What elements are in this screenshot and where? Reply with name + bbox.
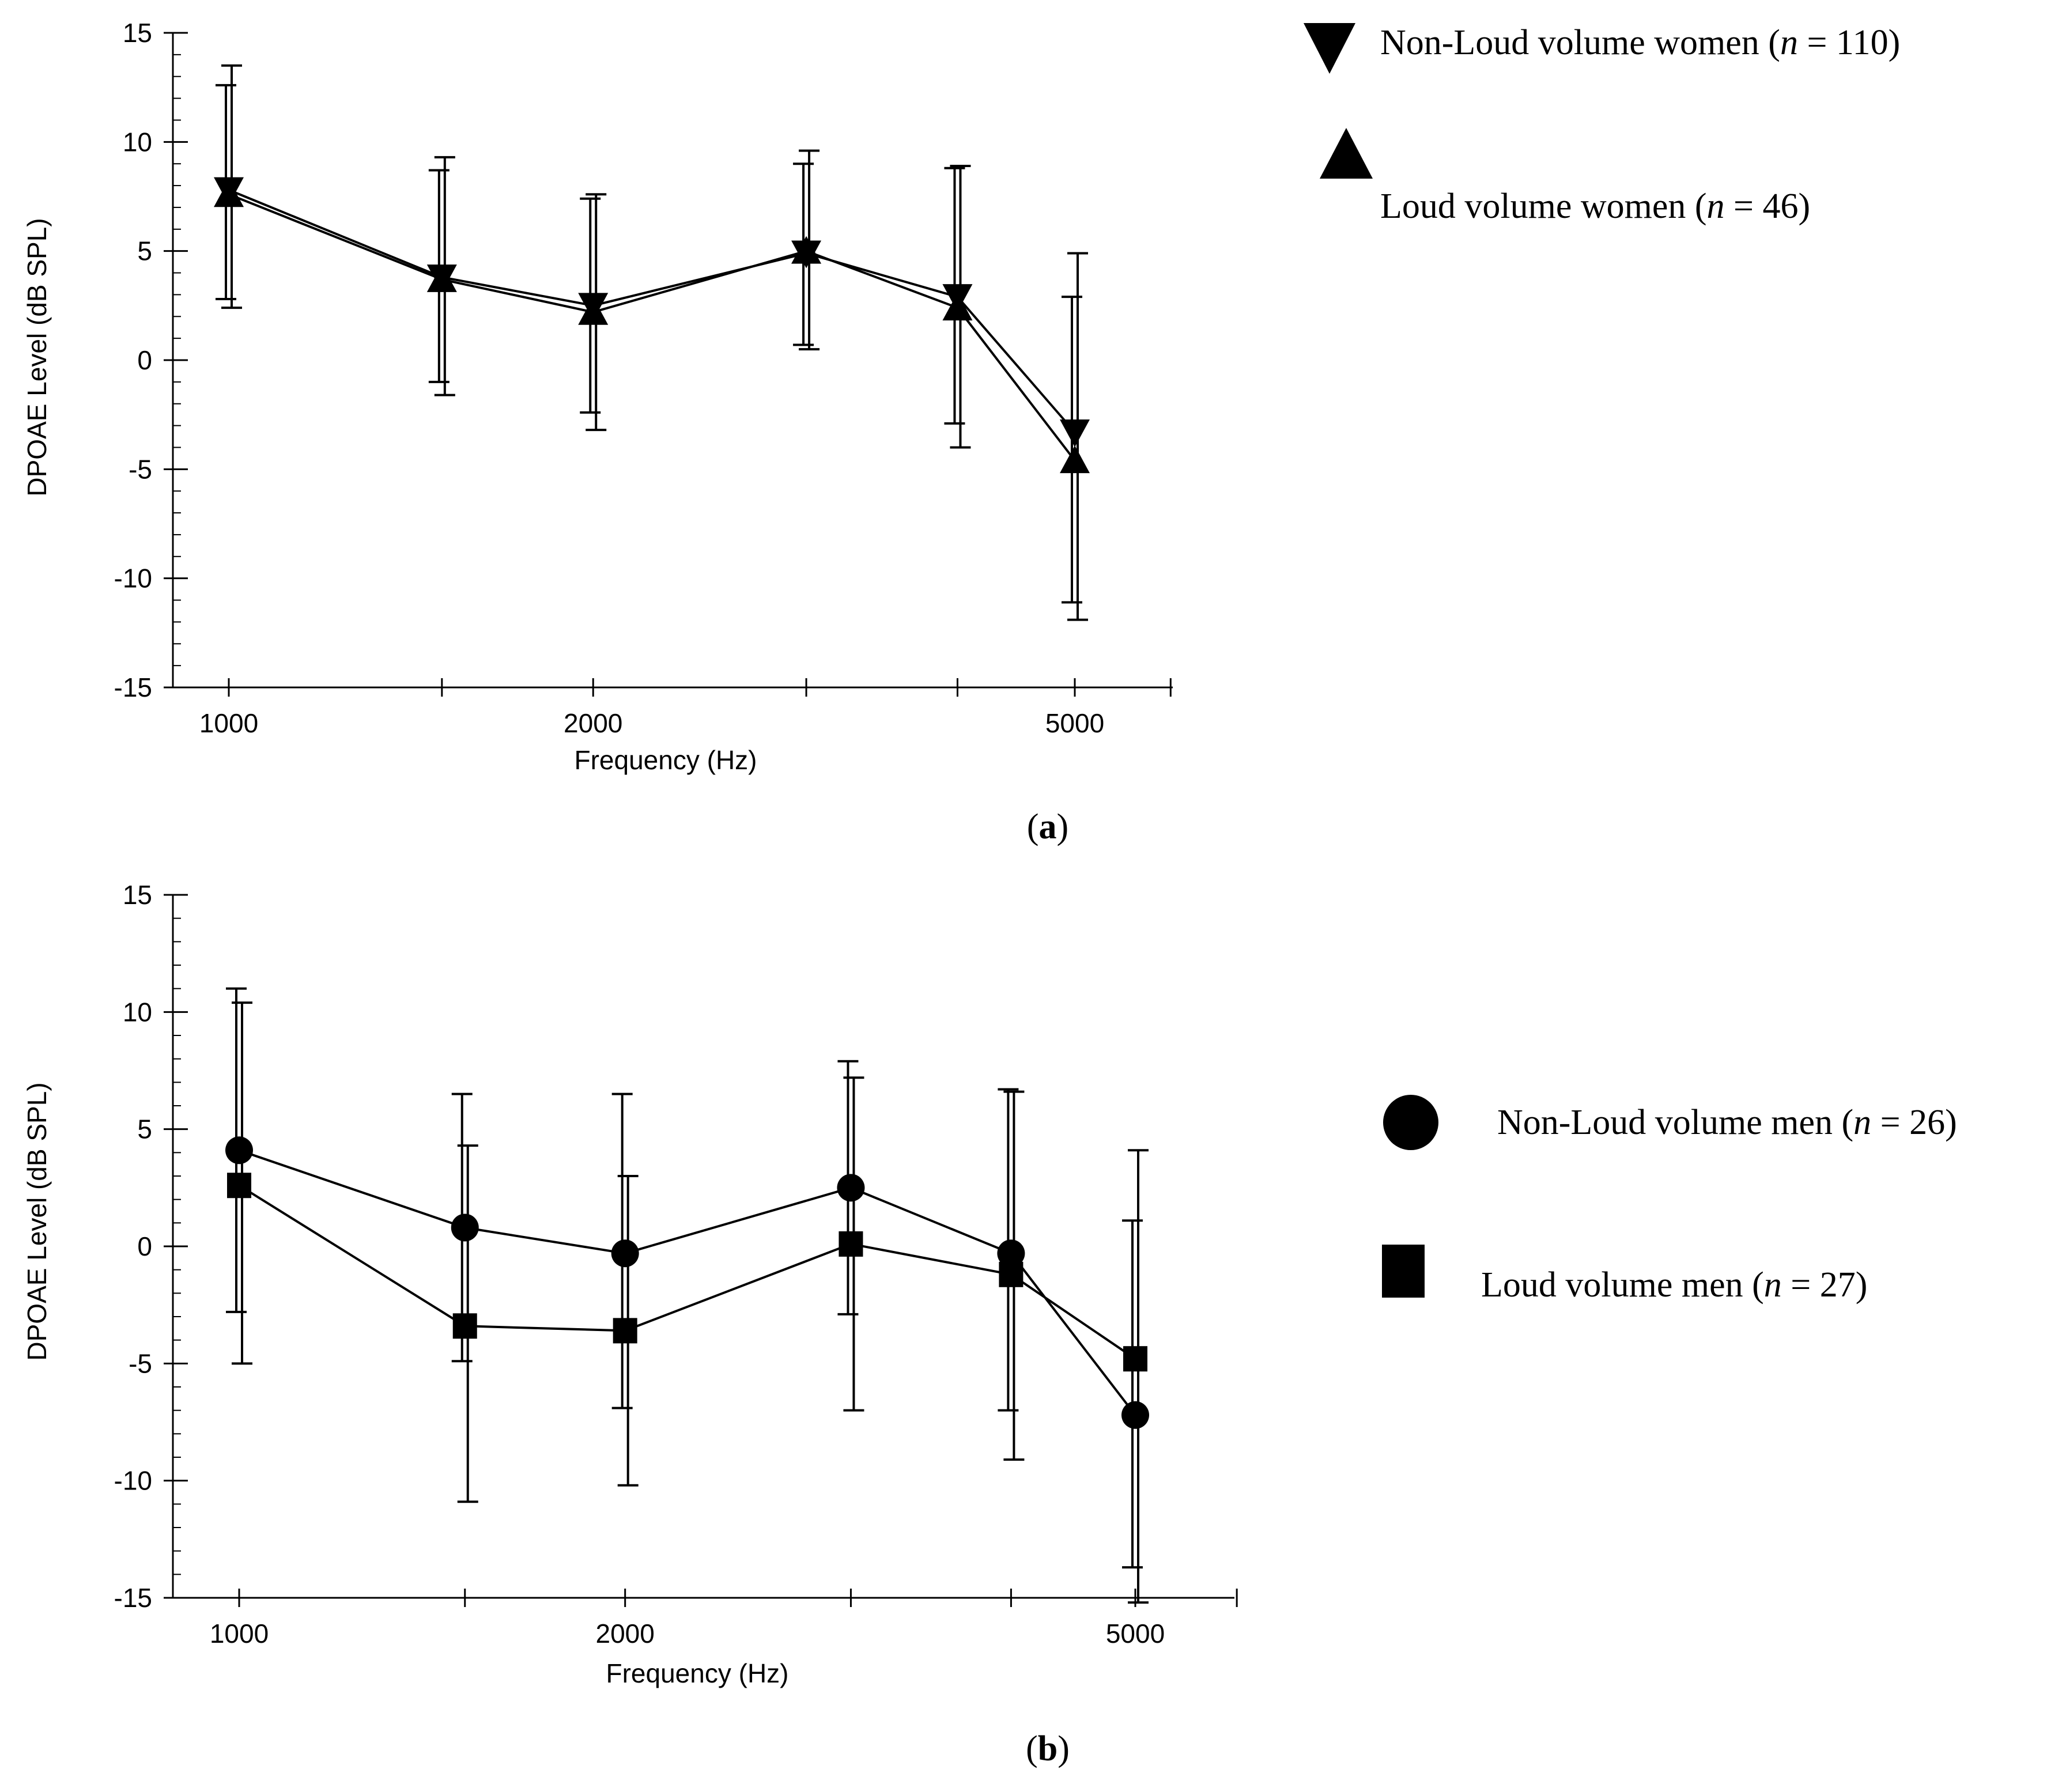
panel-a-x-axis-title: Frequency (Hz) bbox=[575, 745, 757, 775]
x-tick-label: 5000 bbox=[1106, 1619, 1165, 1649]
x-tick-label: 2000 bbox=[596, 1619, 655, 1649]
marker-triangle-up bbox=[942, 293, 973, 321]
y-tick-label: -10 bbox=[114, 564, 152, 593]
panel-a-series-lines bbox=[228, 188, 1076, 462]
marker-square bbox=[452, 1313, 477, 1339]
panel-a-error-bars bbox=[216, 64, 1088, 621]
panel-a-label: (a) bbox=[1027, 807, 1068, 846]
panel-a-legend: Non-Loud volume women (n = 110) Loud vol… bbox=[1304, 23, 1900, 226]
panel-a-axes bbox=[164, 32, 1173, 697]
marker-triangle-up bbox=[214, 179, 244, 207]
panel-b-y-axis-title: DPOAE Level (dB SPL) bbox=[22, 1082, 52, 1360]
marker-triangle-up bbox=[791, 236, 822, 264]
panel-b-x-axis-title: Frequency (Hz) bbox=[606, 1658, 789, 1688]
panel-b-legend: Non-Loud volume men (n = 26) Loud volume… bbox=[1382, 1095, 1957, 1305]
legend-item-non-loud-women: Non-Loud volume women (n = 110) bbox=[1304, 23, 1900, 74]
y-tick-label: 5 bbox=[137, 1114, 152, 1144]
y-tick-label: 0 bbox=[137, 1231, 152, 1261]
marker-square bbox=[999, 1261, 1024, 1287]
marker-triangle-up bbox=[426, 264, 457, 292]
panel-b-y-tick-labels: -15 -10 -5 0 5 10 15 bbox=[114, 880, 152, 1613]
y-tick-label: -5 bbox=[129, 1348, 152, 1378]
panel-b-x-tick-labels: 1000 2000 5000 bbox=[210, 1619, 1165, 1649]
legend-marker-triangle-down bbox=[1304, 23, 1355, 74]
y-tick-label: -10 bbox=[114, 1466, 152, 1496]
legend-item-loud-men: Loud volume men (n = 27) bbox=[1382, 1245, 1867, 1305]
panel-a-y-axis-title: DPOAE Level (dB SPL) bbox=[22, 218, 52, 496]
marker-square bbox=[1123, 1346, 1147, 1372]
marker-square bbox=[227, 1173, 251, 1199]
y-tick-label: 10 bbox=[123, 997, 152, 1027]
legend-label-non-loud-men: Non-Loud volume men (n = 26) bbox=[1497, 1103, 1957, 1142]
series-line-non-loud-volume-men bbox=[239, 1149, 1136, 1416]
panel-a-y-tick-labels: -15 -10 -5 0 5 10 15 bbox=[114, 18, 152, 702]
legend-marker-circle bbox=[1383, 1095, 1438, 1150]
marker-circle bbox=[611, 1239, 639, 1268]
x-tick-label: 1000 bbox=[210, 1619, 269, 1649]
legend-label-loud-women: Loud volume women (n = 46) bbox=[1380, 187, 1810, 226]
y-tick-label: -5 bbox=[129, 454, 152, 484]
marker-triangle-up bbox=[578, 297, 609, 325]
x-tick-label: 5000 bbox=[1045, 708, 1104, 738]
series-line-loud-volume-men bbox=[238, 1184, 1136, 1360]
y-tick-label: 0 bbox=[137, 345, 152, 375]
marker-circle bbox=[451, 1213, 479, 1242]
panel-b-error-bars bbox=[226, 987, 1149, 1604]
marker-circle bbox=[225, 1136, 253, 1165]
y-tick-label: 5 bbox=[137, 236, 152, 266]
y-tick-label: -15 bbox=[114, 1583, 152, 1613]
y-tick-label: 15 bbox=[123, 880, 152, 910]
marker-triangle-up bbox=[1060, 445, 1090, 474]
series-line-non-loud-volume-women bbox=[228, 188, 1076, 433]
x-tick-label: 2000 bbox=[564, 708, 622, 738]
panel-a-chart: 1000 2000 5000 -15 -10 -5 0 5 10 15 Frequency (H… bbox=[22, 18, 1900, 846]
y-tick-label: 10 bbox=[123, 127, 152, 157]
series-line-loud-volume-women bbox=[228, 193, 1076, 462]
panel-b-series-lines bbox=[238, 1149, 1136, 1416]
marker-circle bbox=[837, 1174, 865, 1202]
legend-marker-triangle-up bbox=[1320, 128, 1373, 179]
panel-a-x-tick-labels: 1000 2000 5000 bbox=[199, 708, 1104, 738]
legend-marker-square bbox=[1382, 1245, 1425, 1298]
marker-square bbox=[839, 1231, 863, 1257]
marker-circle bbox=[997, 1239, 1025, 1268]
panel-b-markers bbox=[225, 1136, 1149, 1429]
x-tick-label: 1000 bbox=[199, 708, 258, 738]
marker-square bbox=[613, 1318, 637, 1344]
panel-b-chart: 1000 2000 5000 -15 -10 -5 0 5 10 15 Frequency (H… bbox=[22, 880, 1957, 1768]
marker-triangle-down bbox=[1060, 419, 1090, 447]
legend-item-non-loud-men: Non-Loud volume men (n = 26) bbox=[1383, 1095, 1957, 1150]
panel-b-axes bbox=[164, 894, 1238, 1607]
panel-a-markers bbox=[214, 177, 1090, 474]
marker-circle bbox=[1121, 1401, 1149, 1429]
y-tick-label: -15 bbox=[114, 672, 152, 702]
y-tick-label: 15 bbox=[123, 18, 152, 48]
legend-label-loud-men: Loud volume men (n = 27) bbox=[1481, 1265, 1867, 1305]
legend-label-non-loud-women: Non-Loud volume women (n = 110) bbox=[1380, 23, 1900, 62]
panel-b-label: (b) bbox=[1026, 1729, 1070, 1768]
legend-item-loud-women: Loud volume women (n = 46) bbox=[1320, 128, 1810, 226]
